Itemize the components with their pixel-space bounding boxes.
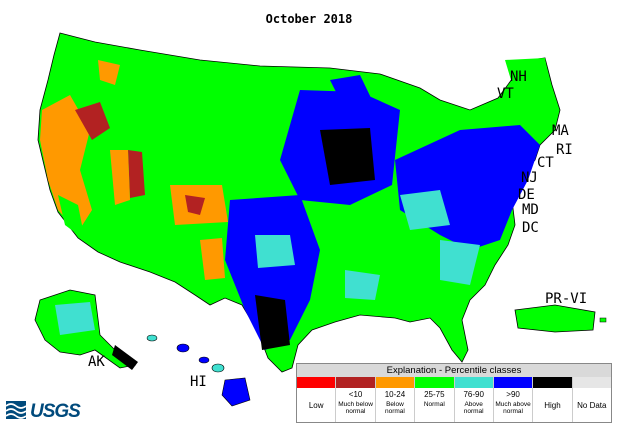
legend-swatch	[375, 377, 415, 388]
usgs-logo-text: USGS	[30, 401, 81, 422]
region-plains-above	[225, 195, 320, 350]
puerto-rico-shape	[514, 304, 596, 333]
label-pr-vi: PR-VI	[545, 291, 588, 307]
region-id-below	[98, 60, 120, 85]
legend-label: Below normal	[385, 401, 405, 415]
legend-range: 25-75	[424, 390, 445, 399]
legend-swatch	[336, 377, 375, 388]
label-md: MD	[522, 202, 539, 218]
legend-label: Normal	[423, 401, 445, 408]
legend-label: Low	[308, 401, 324, 410]
legend-title: Explanation - Percentile classes	[297, 364, 611, 377]
label-ma: MA	[552, 123, 569, 139]
label-de: DE	[518, 187, 535, 203]
legend-cell: Low	[297, 377, 337, 422]
region-co-low	[185, 195, 205, 215]
region-west-coast-below	[40, 95, 92, 232]
map-title: October 2018	[265, 12, 353, 26]
legend-swatch	[415, 377, 454, 388]
usgs-logo: USGS	[28, 401, 81, 423]
legend-cell: <10 Much below normal	[336, 377, 376, 422]
legend-swatch	[572, 377, 611, 388]
legend-label: High	[544, 401, 561, 410]
region-mn-above	[330, 75, 372, 110]
region-ohio-above-normal	[400, 190, 450, 230]
legend: Explanation - Percentile classes Low <10 M…	[296, 363, 612, 423]
legend-swatch	[533, 377, 572, 388]
legend-label: Above normal	[463, 401, 484, 415]
legend-range: <10	[348, 390, 363, 399]
alaska-panhandle	[112, 345, 138, 370]
label-hi: HI	[190, 374, 207, 390]
region-new-england-normal	[505, 58, 552, 110]
label-ct: CT	[537, 155, 554, 171]
label-ri: RI	[556, 142, 573, 158]
label-dc: DC	[522, 220, 539, 236]
label-vt: VT	[497, 86, 514, 102]
hawaii-islands	[146, 334, 251, 407]
region-texas-high	[255, 295, 290, 350]
label-nh: NH	[510, 69, 527, 85]
region-ok-above	[255, 235, 295, 268]
region-appalachia-above	[440, 240, 480, 285]
legend-range: 76-90	[463, 390, 484, 399]
legend-label: Much above normal	[495, 401, 531, 415]
legend-range: 10-24	[384, 390, 406, 399]
legend-swatch	[454, 377, 493, 388]
alaska-above-region	[55, 302, 95, 335]
region-sw-below	[200, 238, 225, 280]
legend-cell: 10-24 Below normal	[375, 377, 416, 422]
legend-cell: No Data	[572, 377, 611, 422]
region-nevada-low	[128, 150, 145, 198]
legend-swatch	[493, 377, 533, 388]
label-ak: AK	[88, 354, 105, 370]
legend-cell: >90 Much above normal	[493, 377, 534, 422]
region-nevada-below	[110, 150, 130, 205]
legend-row: Low <10 Much below normal 10-24 Below normal…	[297, 377, 611, 422]
legend-range: >90	[506, 390, 520, 399]
region-wi-high	[320, 128, 375, 185]
legend-swatch	[297, 377, 336, 388]
virgin-islands-shape	[599, 317, 607, 323]
usgs-wave-icon	[5, 401, 27, 419]
region-nw-low	[75, 102, 110, 140]
region-southeast-above	[345, 270, 380, 300]
legend-label: No Data	[577, 401, 607, 410]
legend-label: Much below normal	[338, 401, 373, 415]
legend-cell: 25-75 Normal	[415, 377, 455, 422]
label-nj: NJ	[521, 170, 538, 186]
region-ca-normal	[58, 195, 85, 240]
legend-cell: High	[533, 377, 573, 422]
legend-cell: 76-90 Above normal	[454, 377, 494, 422]
